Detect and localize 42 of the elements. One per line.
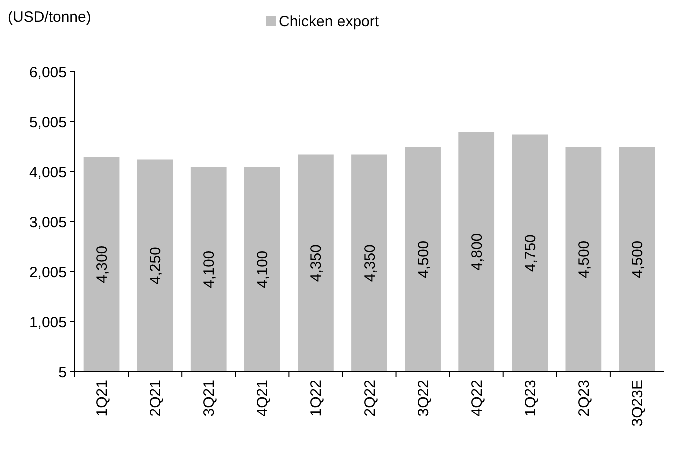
y-axis-title: (USD/tonne) <box>8 9 92 26</box>
bar <box>137 160 174 372</box>
x-tick-label: 2Q22 <box>362 380 379 417</box>
bar <box>458 132 495 372</box>
x-tick-label: 3Q22 <box>415 380 432 417</box>
x-tick-label: 2Q21 <box>148 380 165 417</box>
data-label: 4,250 <box>148 247 165 285</box>
y-tick-label: 5 <box>58 364 67 382</box>
data-label: 4,100 <box>254 250 272 288</box>
data-label: 4,100 <box>201 250 218 288</box>
data-label: 4,350 <box>362 244 379 282</box>
x-tick-label: 3Q23E <box>629 380 646 427</box>
x-tick-label: 4Q21 <box>254 380 272 417</box>
bar <box>244 167 280 372</box>
y-tick-label: 1,005 <box>29 314 67 332</box>
x-tick-label: 1Q23 <box>522 380 540 417</box>
data-label: 4,800 <box>468 233 486 271</box>
y-tick-label: 2,005 <box>29 264 67 282</box>
bar <box>566 147 602 372</box>
y-tick-label: 3,005 <box>29 214 67 232</box>
data-label: 4,300 <box>94 246 112 284</box>
bar <box>405 147 441 372</box>
legend-label: Chicken export <box>279 13 380 30</box>
y-tick-label: 4,005 <box>29 164 67 182</box>
y-tick-label: 5,005 <box>29 114 67 132</box>
bar <box>190 167 227 372</box>
bar <box>84 157 120 372</box>
data-label: 4,750 <box>522 234 540 272</box>
bar <box>352 154 388 372</box>
data-label: 4,500 <box>415 240 432 278</box>
x-tick-label: 1Q21 <box>94 380 112 417</box>
x-tick-label: 1Q22 <box>308 380 326 417</box>
x-tick-label: 2Q23 <box>576 380 593 417</box>
bar <box>298 154 334 372</box>
x-tick-label: 3Q21 <box>201 380 218 417</box>
y-tick-label: 6,005 <box>29 64 67 82</box>
bar <box>619 147 656 372</box>
data-label: 4,500 <box>576 240 593 278</box>
bar <box>512 134 548 372</box>
data-label: 4,350 <box>308 244 326 282</box>
x-tick-label: 4Q22 <box>468 380 486 417</box>
data-label: 4,500 <box>629 240 646 278</box>
